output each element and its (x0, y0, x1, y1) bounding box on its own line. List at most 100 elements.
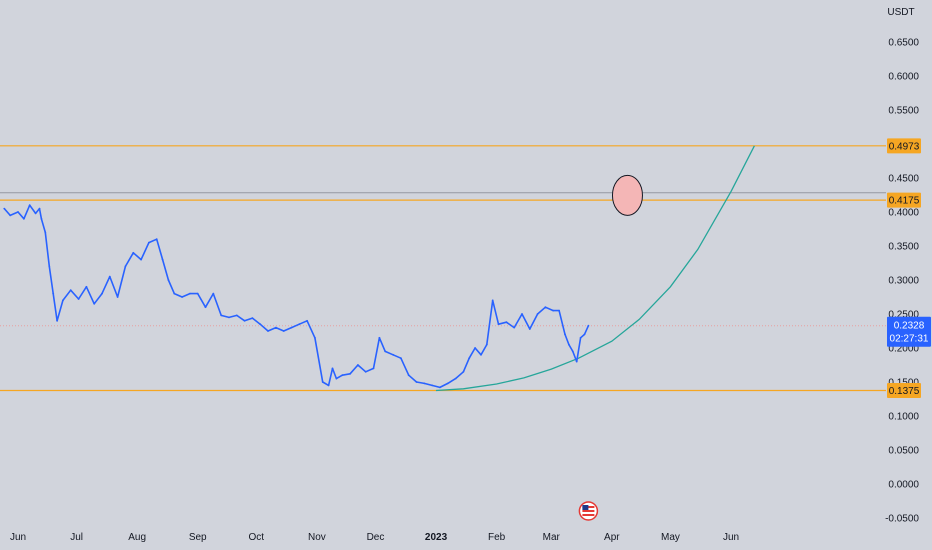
price-point (196, 292, 199, 295)
trend-curve-layer (435, 145, 755, 392)
price-point (52, 292, 55, 295)
price-point (407, 374, 410, 377)
x-tick-label: Jun (10, 532, 26, 543)
price-point (259, 323, 262, 326)
x-tick-label: Sep (189, 532, 207, 543)
y-tick-label: 0.0000 (888, 480, 919, 491)
price-point (579, 336, 582, 339)
currency-label: USDT (887, 7, 914, 18)
price-point (349, 372, 351, 375)
us-flag-icon[interactable] (578, 501, 599, 521)
price-point (558, 309, 560, 312)
price-series-layer (3, 204, 590, 389)
price-point (48, 265, 51, 268)
price-point (491, 299, 494, 302)
price-point (480, 353, 482, 356)
y-tick-label: 0.6500 (888, 38, 919, 49)
price-point (140, 258, 143, 261)
x-tick-label: Feb (488, 532, 506, 543)
price-point (446, 382, 449, 385)
price-point (3, 207, 6, 210)
price-point (275, 326, 277, 329)
price-point (220, 314, 223, 317)
price-point (116, 296, 119, 298)
price-point (93, 302, 96, 305)
price-point (17, 211, 19, 213)
price-point (335, 377, 338, 380)
price-point (378, 336, 381, 339)
price-point (181, 296, 184, 298)
price-tags-layer: 0.4973 0.4175 0.1375 0.2328 02:27:31 (887, 138, 931, 398)
price-point (575, 360, 578, 363)
x-tick-label: Nov (308, 532, 326, 543)
level-tag-label: 0.4973 (889, 141, 920, 152)
x-tick-label: Dec (367, 532, 385, 543)
x-tick-label: Jul (70, 532, 83, 543)
price-point (505, 321, 508, 324)
price-point (392, 353, 394, 356)
price-point (69, 289, 72, 292)
flag-stripe (582, 510, 595, 512)
price-point (290, 326, 293, 329)
x-tick-label: Apr (604, 532, 620, 543)
marker-layer (578, 174, 643, 521)
price-point (521, 313, 523, 315)
flag-canton (582, 505, 589, 510)
horizontal-levels (0, 145, 886, 392)
price-point (282, 330, 285, 332)
price-line (3, 204, 590, 389)
price-point (439, 386, 441, 389)
price-point (400, 357, 402, 360)
price-point (124, 265, 127, 268)
level-tag-bg (887, 138, 921, 154)
level-tag-label: 0.4175 (889, 196, 920, 207)
x-tick-label: Mar (543, 532, 561, 543)
y-tick-label: 0.4500 (888, 174, 919, 185)
price-point (101, 292, 103, 295)
price-point (44, 231, 47, 234)
price-point (148, 241, 150, 244)
price-point (544, 306, 547, 309)
price-point (431, 384, 433, 387)
price-point (321, 381, 324, 383)
y-tick-label: 0.5500 (888, 106, 919, 117)
price-point (474, 347, 476, 349)
price-point (108, 275, 111, 278)
level-tag-label: 0.1375 (889, 386, 920, 397)
price-point (23, 217, 25, 220)
trend-curve (435, 145, 755, 392)
price-point (314, 336, 316, 339)
price-point (161, 258, 164, 261)
price-point (267, 330, 269, 332)
countdown-label: 02:27:31 (890, 334, 929, 345)
price-point (40, 217, 43, 220)
price-point (384, 350, 387, 353)
price-point (528, 328, 531, 330)
price-point (167, 279, 170, 281)
price-point (497, 323, 500, 326)
price-point (28, 204, 31, 207)
y-tick-label: 0.1000 (888, 412, 919, 423)
price-point (85, 285, 88, 288)
price-point (243, 319, 246, 322)
price-point (423, 382, 426, 385)
price-point (568, 343, 570, 346)
price-point (583, 333, 586, 336)
price-point (173, 292, 176, 295)
price-point (306, 319, 308, 322)
price-point (564, 333, 566, 336)
price-point (462, 370, 465, 373)
price-point (331, 367, 334, 370)
price-point (536, 313, 539, 315)
x-tick-label: Oct (249, 532, 265, 543)
current-price-tag-bg (887, 316, 931, 347)
price-point (341, 374, 344, 377)
x-tick-label: Aug (128, 532, 146, 543)
current-price-label: 0.2328 (894, 321, 925, 332)
flag-stripe (582, 514, 595, 516)
price-point (251, 317, 254, 319)
y-tick-label: -0.0500 (885, 514, 919, 525)
